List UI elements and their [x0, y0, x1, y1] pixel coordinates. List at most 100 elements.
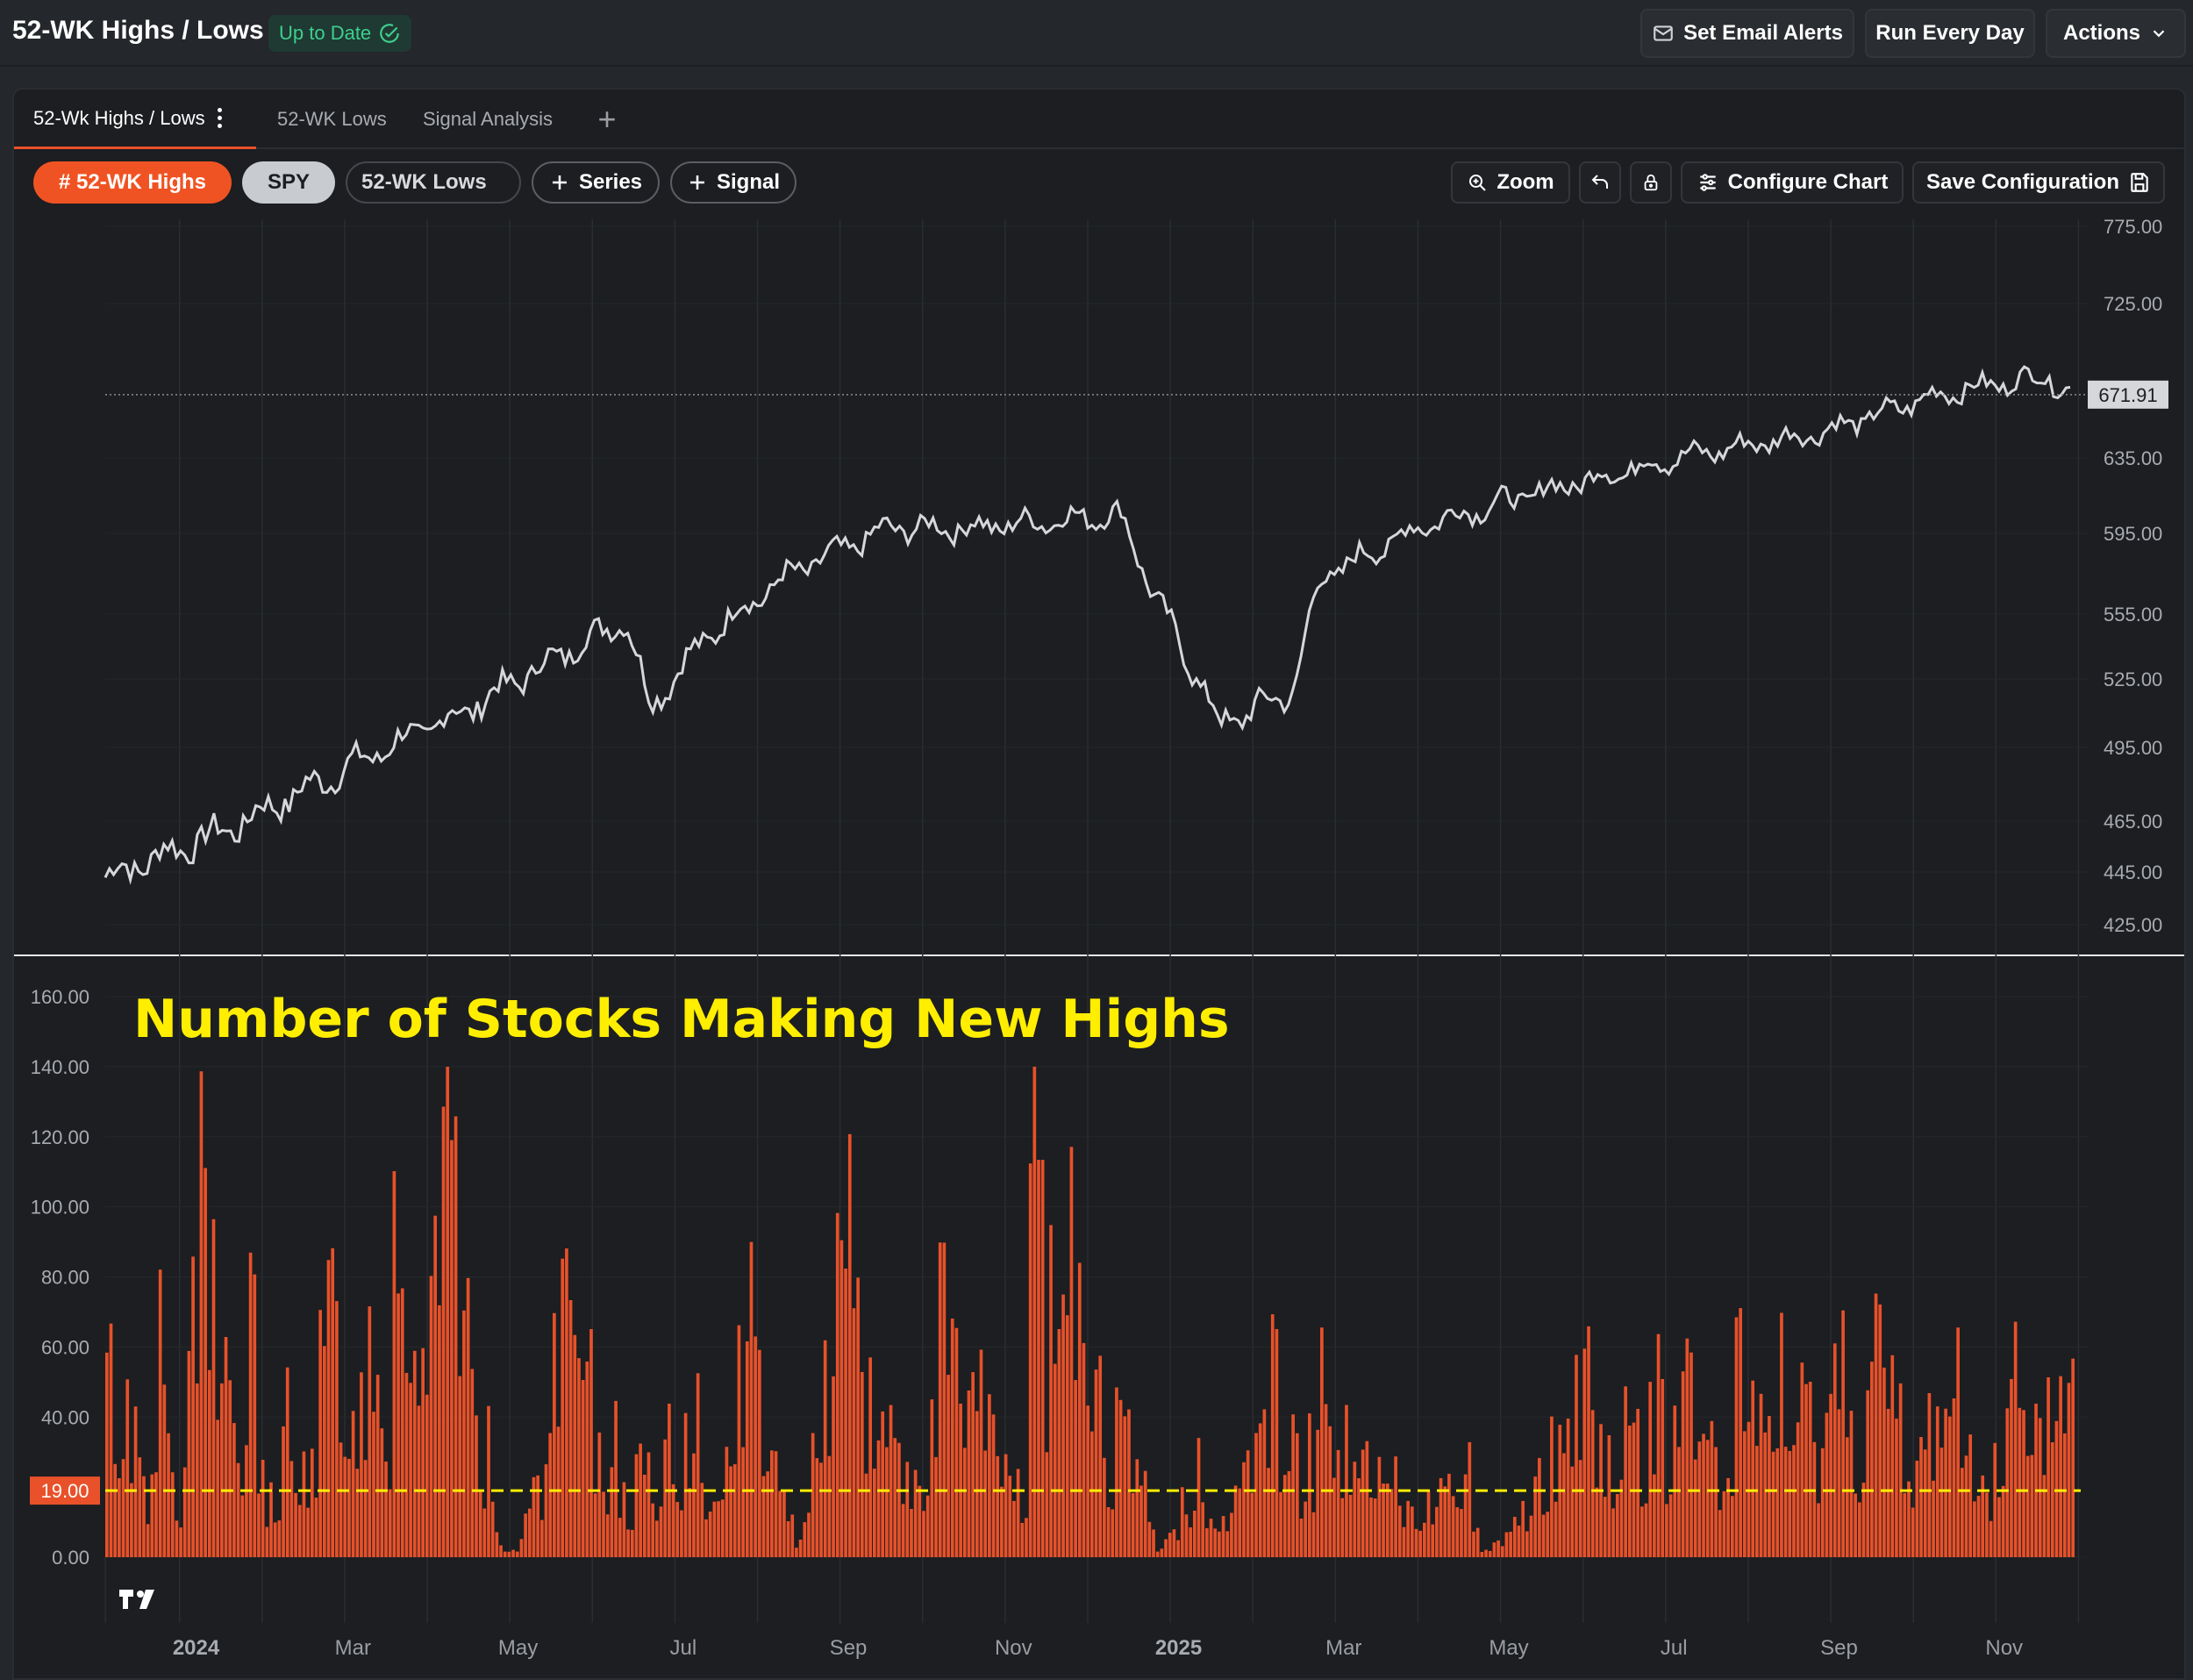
- price-axis-label: 725.00: [2104, 293, 2162, 315]
- bar: [1832, 1343, 1837, 1557]
- status-text: Up to Date: [279, 22, 372, 44]
- bar: [585, 1362, 589, 1557]
- bar: [1849, 1411, 1854, 1557]
- bar-axis-label: 60.00: [41, 1336, 89, 1358]
- bar: [757, 1349, 761, 1557]
- bar: [2047, 1377, 2050, 1557]
- bar: [827, 1455, 832, 1557]
- bar: [1578, 1460, 1582, 1557]
- bar: [832, 1376, 835, 1557]
- bar: [240, 1495, 245, 1557]
- save-configuration-button[interactable]: Save Configuration: [1912, 161, 2165, 204]
- bar: [450, 1140, 454, 1557]
- bar: [1755, 1446, 1759, 1557]
- bar: [236, 1462, 240, 1557]
- set-email-alerts-button[interactable]: Set Email Alerts: [1640, 9, 1854, 58]
- bar: [1443, 1486, 1447, 1557]
- lock-button[interactable]: [1630, 161, 1672, 204]
- bar: [1644, 1503, 1648, 1557]
- bar: [1898, 1383, 1903, 1557]
- bar: [565, 1248, 568, 1557]
- plus-icon: [552, 175, 567, 189]
- bar: [930, 1399, 934, 1557]
- bar: [216, 1419, 220, 1557]
- configure-chart-button[interactable]: Configure Chart: [1681, 161, 1904, 204]
- bar: [1509, 1532, 1512, 1557]
- bar: [1230, 1512, 1233, 1557]
- bar: [1172, 1529, 1176, 1557]
- bar: [1689, 1352, 1693, 1557]
- tab-signal-analysis[interactable]: Signal Analysis: [423, 108, 553, 130]
- bar: [1098, 1355, 1103, 1557]
- tab-52wk-highs-lows[interactable]: 52-Wk Highs / Lows: [14, 89, 256, 149]
- bar: [1189, 1527, 1192, 1557]
- bar: [1788, 1450, 1792, 1557]
- bar: [1825, 1412, 1829, 1557]
- bar: [2038, 1418, 2042, 1557]
- bar: [253, 1274, 257, 1557]
- bar: [885, 1447, 889, 1557]
- bar: [1582, 1348, 1587, 1557]
- bar: [819, 1462, 823, 1557]
- bar: [297, 1505, 302, 1557]
- bar: [1861, 1483, 1866, 1557]
- series-chip-52wk-highs[interactable]: # 52-WK Highs: [33, 161, 232, 204]
- bar: [306, 1507, 310, 1557]
- bar: [314, 1498, 318, 1557]
- bar: [1492, 1542, 1497, 1557]
- bar: [1780, 1312, 1783, 1557]
- bar: [1340, 1498, 1345, 1557]
- series-chip-spy[interactable]: SPY: [242, 161, 335, 204]
- bar: [1911, 1507, 1915, 1557]
- bar: [1512, 1517, 1517, 1557]
- bar: [1361, 1449, 1365, 1557]
- run-every-day-button[interactable]: Run Every Day: [1865, 9, 2035, 58]
- bar: [302, 1451, 306, 1557]
- bar: [1480, 1552, 1484, 1557]
- bar: [265, 1526, 269, 1557]
- bar: [553, 1312, 556, 1557]
- bar: [1164, 1539, 1168, 1557]
- bar: [852, 1308, 856, 1557]
- bar: [1739, 1308, 1742, 1557]
- bar: [2010, 1378, 2013, 1557]
- tab-52wk-lows[interactable]: 52-WK Lows: [277, 108, 387, 130]
- bar: [396, 1293, 400, 1557]
- bar: [1661, 1378, 1665, 1557]
- bar: [2022, 1410, 2025, 1557]
- bar: [1197, 1438, 1201, 1557]
- bar: [1447, 1473, 1451, 1557]
- bar: [1759, 1393, 1763, 1557]
- x-tick-label: 2025: [1155, 1636, 1202, 1660]
- bar: [839, 1240, 844, 1557]
- bar: [1504, 1532, 1509, 1557]
- bar: [1115, 1387, 1118, 1557]
- add-tab-plus-icon[interactable]: +: [597, 101, 617, 137]
- actions-menu-button[interactable]: Actions: [2046, 9, 2186, 58]
- add-signal-button[interactable]: Signal: [670, 161, 796, 204]
- bar: [675, 1502, 680, 1557]
- bar: [1665, 1504, 1668, 1557]
- bar: [844, 1269, 847, 1557]
- bar: [1685, 1338, 1689, 1557]
- zoom-button[interactable]: Zoom: [1451, 161, 1570, 204]
- add-series-button[interactable]: Series: [532, 161, 660, 204]
- bar: [864, 1473, 868, 1557]
- bar: [232, 1423, 236, 1557]
- bar: [1981, 1475, 1985, 1557]
- series-chip-52wk-lows[interactable]: 52-WK Lows: [346, 161, 521, 204]
- bar: [170, 1472, 175, 1557]
- bar: [1439, 1477, 1443, 1557]
- undo-button[interactable]: [1579, 161, 1621, 204]
- bar: [1653, 1474, 1656, 1557]
- bar: [2059, 1376, 2062, 1557]
- bar: [770, 1450, 774, 1557]
- bar: [417, 1405, 421, 1557]
- kebab-menu-icon[interactable]: [217, 108, 222, 128]
- bar: [1710, 1420, 1714, 1557]
- bar: [1947, 1416, 1952, 1557]
- bar: [1106, 1507, 1111, 1557]
- bar: [1890, 1355, 1895, 1557]
- price-axis-label: 555.00: [2104, 604, 2162, 626]
